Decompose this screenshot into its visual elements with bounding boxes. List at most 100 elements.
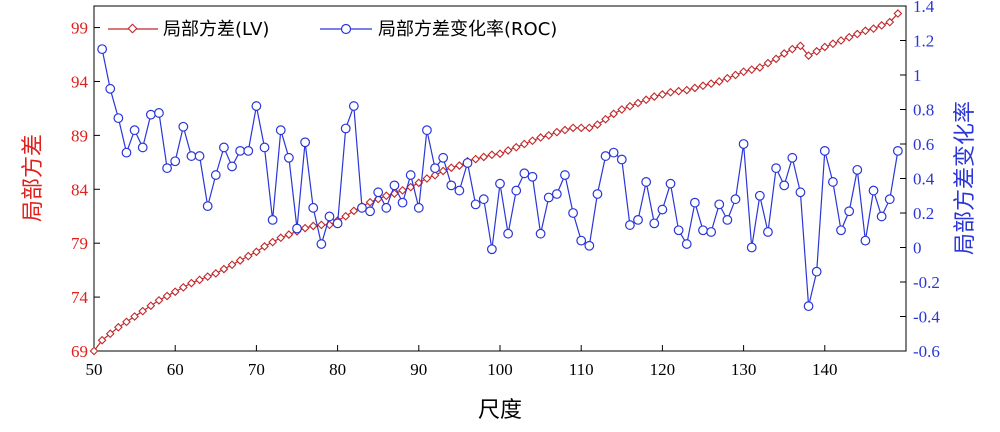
roc-data-point — [446, 180, 457, 191]
lv-data-point — [503, 146, 513, 155]
lv-data-point — [195, 275, 204, 285]
roc-data-point — [275, 125, 286, 136]
roc-data-point — [649, 218, 660, 229]
y-left-tick-label: 99 — [71, 19, 88, 38]
legend-roc-label: 局部方差变化率(ROC) — [378, 19, 557, 40]
lv-data-point — [690, 83, 700, 93]
lv-data-point — [861, 26, 870, 36]
x-tick-label: 50 — [86, 360, 103, 379]
lv-data-point — [284, 230, 294, 239]
lv-data-point — [252, 247, 261, 257]
x-tick-label: 130 — [731, 360, 757, 379]
roc-data-point — [819, 145, 830, 156]
lv-data-point — [812, 46, 822, 56]
lv-data-point — [796, 41, 805, 51]
lv-data-point — [430, 170, 440, 180]
roc-data-point — [568, 208, 578, 218]
lv-data-point — [698, 81, 708, 91]
y-right-tick-label: -0.6 — [913, 342, 940, 361]
lv-data-point — [836, 36, 846, 45]
y-right-tick-label: -0.4 — [913, 308, 940, 327]
roc-data-point — [267, 214, 278, 225]
lv-data-point — [211, 268, 221, 278]
roc-data-point — [828, 177, 838, 187]
lv-data-point — [146, 301, 156, 311]
roc-data-point — [730, 194, 741, 205]
y-right-tick-label: 1 — [913, 66, 922, 85]
roc-data-point — [324, 211, 335, 222]
lv-data-point — [844, 32, 854, 42]
lv-data-point — [528, 136, 537, 146]
roc-data-point — [681, 239, 692, 249]
roc-data-point — [340, 123, 351, 134]
roc-data-point — [422, 125, 432, 136]
lv-data-point — [187, 278, 196, 288]
legend-lv-marker — [127, 23, 138, 34]
lv-data-point — [89, 346, 99, 356]
roc-data-point — [527, 171, 538, 182]
roc-data-point — [283, 152, 294, 163]
lv-data-point — [178, 283, 188, 292]
roc-data-point — [413, 202, 424, 213]
roc-data-point — [162, 163, 172, 174]
roc-data-point — [389, 180, 400, 191]
x-tick-label: 120 — [650, 360, 676, 379]
y-right-tick-label: 0.6 — [913, 135, 934, 154]
roc-data-point — [746, 242, 757, 253]
x-tick-label: 80 — [329, 360, 346, 379]
lv-data-point — [300, 223, 310, 233]
roc-data-point — [763, 227, 773, 237]
lv-data-point — [722, 73, 732, 83]
y-axis-left-label: 局部方差 — [21, 134, 46, 222]
x-tick-label: 70 — [248, 360, 265, 379]
lv-data-point — [365, 197, 375, 207]
roc-data-point — [852, 164, 863, 175]
y-left-tick-label: 69 — [71, 342, 88, 361]
lv-data-point — [755, 63, 765, 72]
roc-data-point — [235, 145, 246, 156]
lv-data-point — [593, 120, 602, 129]
y-left-tick-label: 74 — [71, 288, 89, 307]
legend: 局部方差(LV) 局部方差变化率(ROC) — [108, 19, 557, 40]
roc-data-point — [438, 152, 449, 163]
left-axis: 69 74 79 84 89 94 99 — [71, 19, 100, 361]
lv-data-point — [138, 306, 148, 316]
roc-data-point — [348, 101, 359, 111]
roc-data-point — [665, 178, 676, 189]
lv-data-point — [105, 329, 115, 339]
roc-data-point — [535, 228, 546, 239]
roc-data-point — [576, 235, 587, 246]
lv-data-point — [771, 54, 781, 64]
lv-data-point — [544, 130, 554, 140]
lv-data-point — [787, 44, 797, 54]
y-right-tick-label: -0.2 — [913, 273, 940, 292]
roc-data-point — [625, 220, 635, 230]
lv-data-point — [479, 152, 489, 162]
lv-data-point — [885, 17, 895, 27]
lv-data-point — [398, 185, 407, 195]
x-axis: 50 60 70 80 90 100 110 120 130 140 — [86, 345, 838, 379]
roc-data-point — [145, 109, 156, 120]
y-right-tick-label: 1.2 — [913, 32, 934, 51]
lv-data-point — [682, 85, 692, 95]
roc-data-point — [97, 44, 108, 55]
lv-data-point — [487, 150, 497, 160]
lv-data-point — [739, 67, 748, 77]
lv-data-point — [552, 127, 562, 137]
roc-data-point — [698, 225, 708, 236]
roc-data-point — [771, 163, 781, 174]
roc-data-point — [300, 137, 311, 148]
lv-data-point — [617, 105, 627, 114]
roc-data-point — [803, 301, 814, 312]
x-tick-label: 100 — [487, 360, 513, 379]
lv-data-point — [162, 291, 172, 301]
roc-data-point — [113, 113, 124, 124]
roc-data-point — [689, 197, 700, 208]
roc-data-point — [519, 168, 530, 179]
lv-data-point — [649, 92, 659, 101]
roc-data-point — [584, 240, 595, 251]
roc-data-point — [137, 142, 148, 153]
roc-data-point — [706, 227, 717, 237]
lv-data-point — [130, 312, 139, 321]
y-right-tick-label: 0.4 — [913, 170, 935, 189]
